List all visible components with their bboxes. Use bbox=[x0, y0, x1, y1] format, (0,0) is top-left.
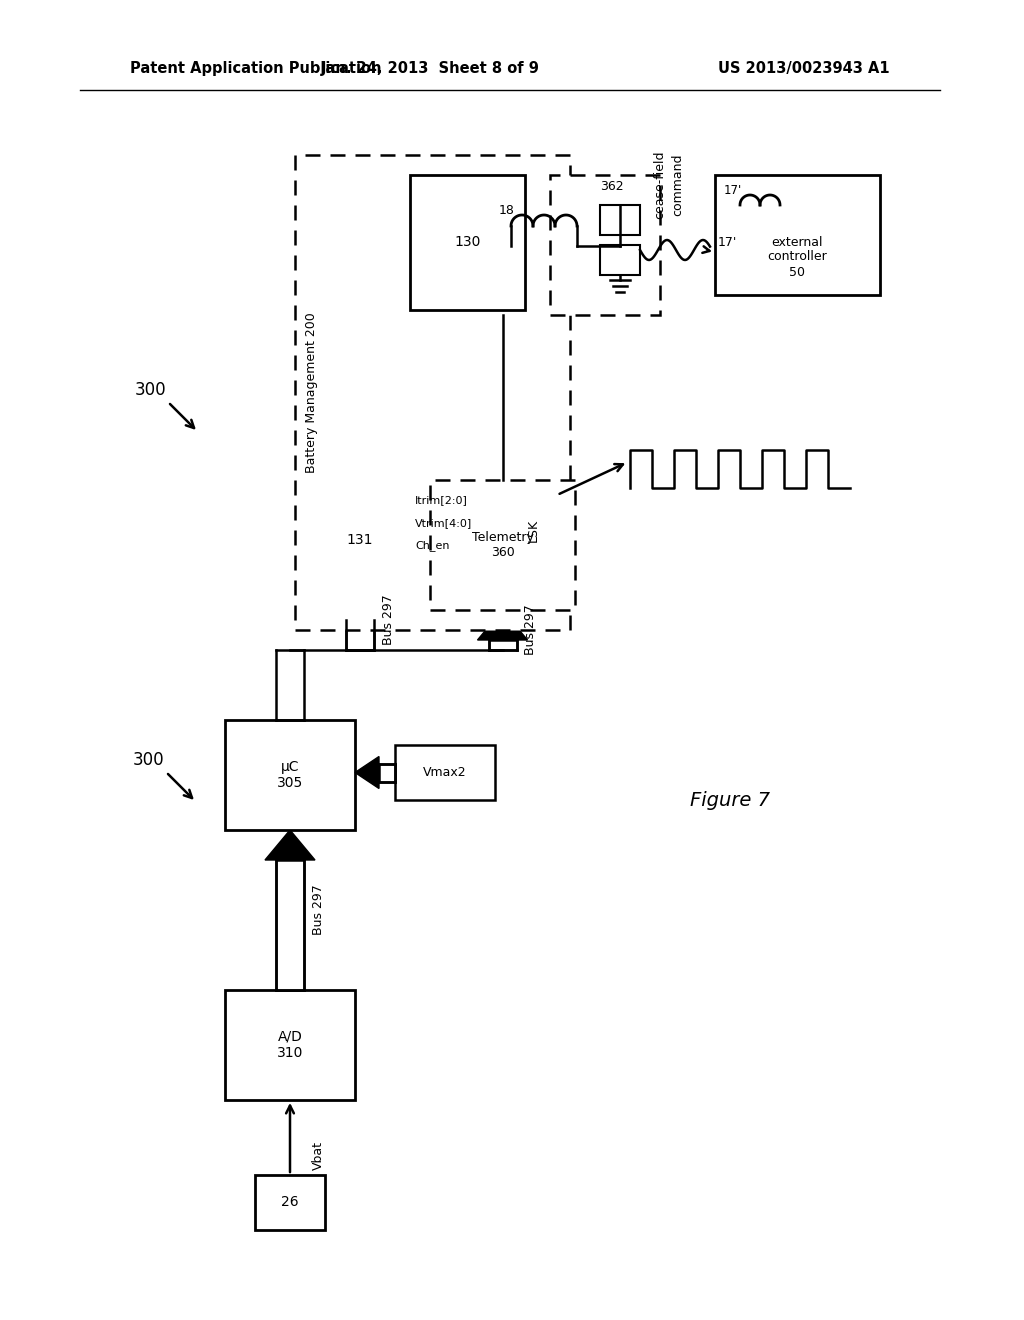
Text: command: command bbox=[672, 153, 684, 216]
FancyBboxPatch shape bbox=[295, 154, 570, 630]
Polygon shape bbox=[335, 590, 385, 620]
Text: Figure 7: Figure 7 bbox=[690, 791, 770, 809]
Text: 131: 131 bbox=[347, 533, 374, 546]
Text: Bus 297: Bus 297 bbox=[524, 605, 537, 655]
FancyBboxPatch shape bbox=[488, 640, 516, 649]
Text: 300: 300 bbox=[132, 751, 164, 770]
Text: Itrim[2:0]: Itrim[2:0] bbox=[415, 495, 468, 506]
Polygon shape bbox=[355, 756, 379, 788]
Text: US 2013/0023943 A1: US 2013/0023943 A1 bbox=[719, 61, 890, 75]
Text: A/D
310: A/D 310 bbox=[276, 1030, 303, 1060]
FancyBboxPatch shape bbox=[715, 176, 880, 294]
FancyBboxPatch shape bbox=[255, 1175, 325, 1230]
FancyBboxPatch shape bbox=[410, 176, 525, 310]
Text: external
controller
50: external controller 50 bbox=[768, 235, 827, 279]
Text: Vmax2: Vmax2 bbox=[423, 766, 467, 779]
FancyBboxPatch shape bbox=[310, 490, 410, 590]
FancyBboxPatch shape bbox=[379, 763, 395, 781]
Text: 300: 300 bbox=[134, 381, 166, 399]
Text: 26: 26 bbox=[282, 1196, 299, 1209]
FancyBboxPatch shape bbox=[600, 205, 640, 235]
Text: 18: 18 bbox=[499, 203, 515, 216]
Text: μC
305: μC 305 bbox=[276, 760, 303, 791]
Text: 17': 17' bbox=[718, 235, 737, 248]
Text: 362: 362 bbox=[600, 180, 624, 193]
Text: Telemetry
360: Telemetry 360 bbox=[472, 531, 534, 558]
Text: Vbat: Vbat bbox=[312, 1140, 325, 1170]
Text: Ch_en: Ch_en bbox=[415, 541, 450, 552]
FancyBboxPatch shape bbox=[225, 990, 355, 1100]
Polygon shape bbox=[265, 830, 315, 861]
Text: 130: 130 bbox=[455, 235, 480, 249]
FancyBboxPatch shape bbox=[276, 861, 304, 990]
Text: Bus 297: Bus 297 bbox=[382, 594, 394, 645]
FancyBboxPatch shape bbox=[550, 176, 660, 315]
Text: Vtrim[4:0]: Vtrim[4:0] bbox=[415, 517, 472, 528]
Text: Bus 297: Bus 297 bbox=[311, 884, 325, 936]
Text: cease-field: cease-field bbox=[653, 150, 667, 219]
Text: LSK: LSK bbox=[526, 519, 540, 541]
Text: Jan. 24, 2013  Sheet 8 of 9: Jan. 24, 2013 Sheet 8 of 9 bbox=[321, 61, 540, 75]
FancyBboxPatch shape bbox=[225, 719, 355, 830]
FancyBboxPatch shape bbox=[430, 480, 575, 610]
FancyBboxPatch shape bbox=[346, 620, 374, 649]
Text: Battery Management 200: Battery Management 200 bbox=[304, 312, 317, 473]
Polygon shape bbox=[477, 610, 527, 640]
Text: Patent Application Publication: Patent Application Publication bbox=[130, 61, 382, 75]
Text: 17': 17' bbox=[724, 183, 742, 197]
FancyBboxPatch shape bbox=[600, 246, 640, 275]
FancyBboxPatch shape bbox=[395, 744, 495, 800]
